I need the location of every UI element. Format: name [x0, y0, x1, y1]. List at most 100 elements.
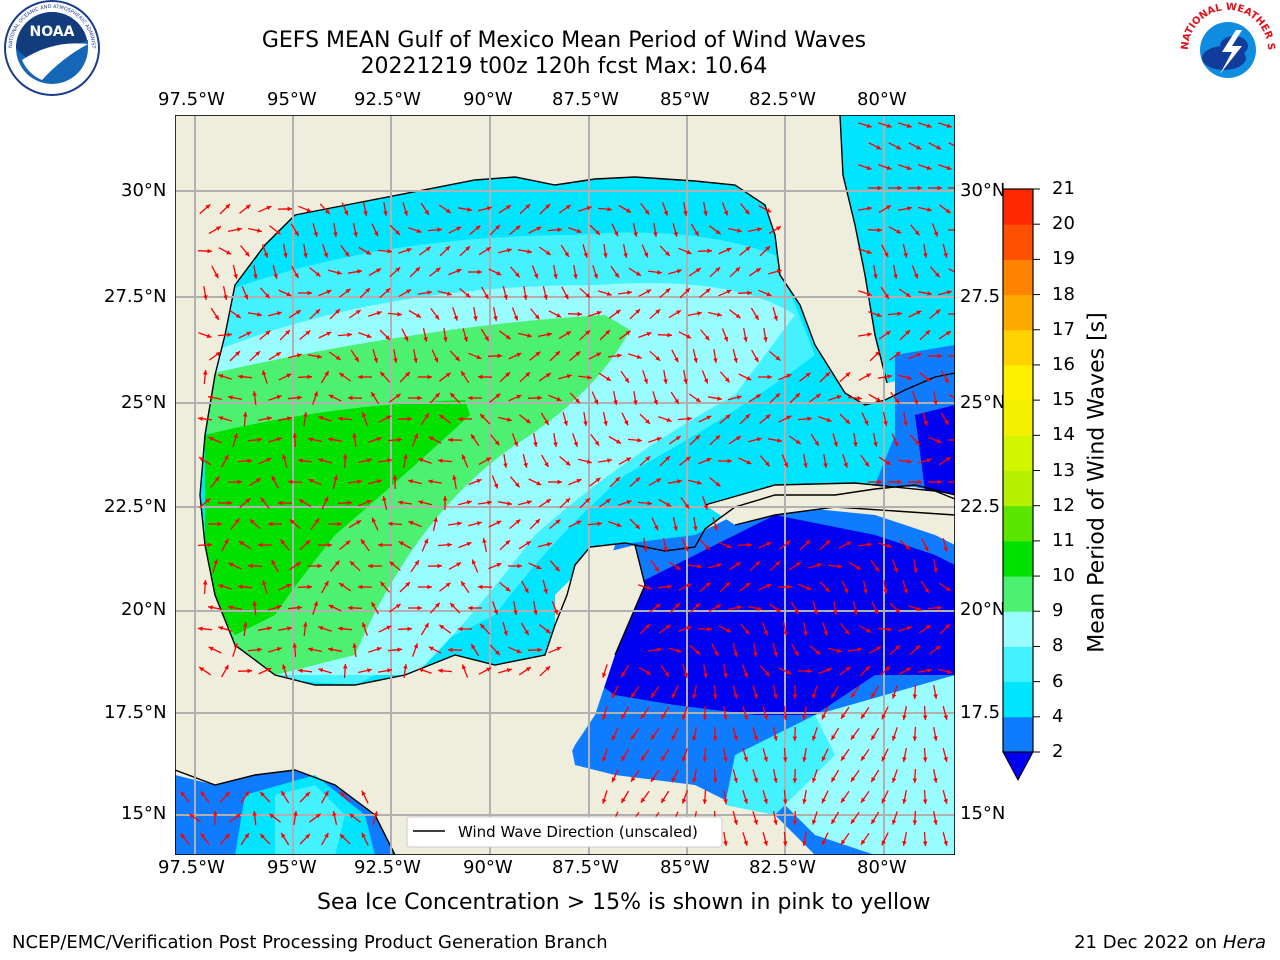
wind-wave-arrowhead — [665, 288, 671, 293]
lon-label-bottom-3: 90°W — [463, 857, 513, 878]
wind-wave-arrowhead — [850, 818, 856, 824]
wind-wave-arrowhead — [841, 839, 846, 845]
wind-wave-arrowhead — [405, 582, 410, 587]
wind-wave-arrowhead — [617, 353, 622, 358]
colorbar-band — [1003, 400, 1033, 436]
wind-wave-arrowhead — [380, 581, 385, 587]
wind-wave-arrowhead — [480, 414, 485, 419]
wind-wave-arrowhead — [199, 667, 205, 672]
wind-wave-arrowhead — [735, 562, 741, 567]
wind-wave-arrowhead — [213, 559, 218, 565]
wind-wave-arrowhead — [871, 777, 876, 782]
wind-wave-arrowhead — [303, 412, 308, 417]
wind-wave-arrowhead — [743, 714, 748, 720]
lat-label-left-2: 25°N — [121, 392, 167, 413]
wind-wave-arrowhead — [307, 374, 312, 380]
wind-wave-arrowhead — [765, 461, 770, 467]
wind-wave-arrowhead — [523, 462, 528, 468]
wind-wave-arrowhead — [723, 336, 728, 342]
wind-wave-arrowhead — [555, 566, 560, 572]
wind-wave-arrowhead — [526, 500, 532, 505]
wind-wave-arrowhead — [198, 626, 203, 631]
wind-wave-arrowhead — [564, 251, 569, 257]
wind-wave-arrowhead — [403, 454, 408, 459]
wind-wave-arrowhead — [458, 626, 463, 632]
wind-wave-arrowhead — [943, 714, 948, 720]
wind-wave-arrowhead — [806, 585, 812, 591]
wind-wave-arrowhead — [544, 420, 549, 425]
wind-wave-arrowhead — [626, 208, 632, 213]
lon-label-top-5: 85°W — [660, 89, 710, 110]
wind-wave-arrowhead — [442, 496, 448, 501]
wind-wave-arrowhead — [616, 439, 622, 444]
wind-wave-arrowhead — [325, 209, 330, 215]
wind-wave-arrowhead — [260, 833, 265, 839]
wind-wave-arrowhead — [773, 315, 778, 321]
wind-wave-arrowhead — [495, 393, 501, 399]
wind-wave-arrowhead — [902, 799, 907, 804]
wind-wave-arrowhead — [358, 374, 363, 380]
lon-label-bottom-4: 87.5°W — [552, 857, 619, 878]
wind-wave-arrowhead — [507, 501, 512, 506]
wind-wave-arrowhead — [366, 250, 372, 255]
wind-wave-arrowhead — [407, 626, 412, 632]
wind-wave-arrowhead — [403, 664, 408, 669]
wind-wave-arrowhead — [303, 622, 308, 627]
wind-wave-arrowhead — [713, 525, 718, 531]
wind-wave-arrowhead — [937, 479, 942, 485]
wind-wave-arrowhead — [238, 374, 243, 379]
wind-wave-arrowhead — [287, 416, 292, 421]
wind-wave-arrowhead — [664, 671, 669, 677]
wind-wave-arrowhead — [362, 622, 367, 628]
wind-wave-arrowhead — [248, 563, 253, 569]
wind-wave-arrowhead — [435, 392, 440, 398]
colorbar-band — [1003, 470, 1033, 507]
wind-wave-arrowhead — [594, 440, 600, 446]
wind-wave-arrowhead — [247, 668, 252, 674]
colorbar-band — [1003, 576, 1033, 612]
lat-label-left-5: 17.5°N — [104, 702, 167, 723]
wind-wave-arrowhead — [946, 165, 952, 170]
wind-wave-arrowhead — [260, 497, 266, 503]
wind-wave-arrowhead — [831, 735, 836, 740]
wind-wave-arrowhead — [224, 454, 229, 460]
wind-wave-arrowhead — [545, 373, 551, 378]
wind-wave-arrowhead — [424, 209, 429, 215]
wind-wave-arrowhead — [418, 458, 424, 463]
wind-wave-arrowhead — [354, 356, 359, 362]
wind-wave-arrowhead — [439, 414, 445, 420]
wind-wave-arrowhead — [807, 416, 812, 421]
wind-wave-arrowhead — [627, 290, 632, 295]
wind-wave-arrowhead — [298, 458, 303, 463]
wind-wave-arrowhead — [564, 294, 569, 300]
wind-wave-arrowhead — [671, 693, 676, 699]
wind-wave-arrowhead — [853, 610, 858, 615]
wind-wave-arrowhead — [844, 629, 850, 635]
wind-wave-arrowhead — [712, 736, 718, 741]
wind-wave-arrowhead — [927, 207, 932, 212]
wind-wave-arrowhead — [616, 522, 622, 527]
wind-wave-arrowhead — [367, 458, 372, 463]
wind-wave-arrowhead — [283, 253, 288, 258]
wind-wave-arrowhead — [557, 227, 562, 233]
wind-wave-arrowhead — [285, 330, 290, 335]
wind-wave-arrowhead — [812, 693, 817, 699]
wind-wave-arrowhead — [705, 582, 711, 588]
wind-wave-arrowhead — [362, 412, 367, 418]
wind-wave-arrowhead — [376, 311, 382, 316]
wind-wave-arrowhead — [841, 755, 846, 761]
wind-wave-arrowhead — [257, 312, 262, 317]
wind-wave-arrowhead — [536, 226, 542, 231]
wind-wave-arrowhead — [744, 629, 750, 635]
wind-wave-arrowhead — [695, 397, 701, 402]
wind-wave-arrowhead — [712, 778, 718, 783]
wind-wave-arrowhead — [894, 398, 900, 404]
wind-wave-arrowhead — [845, 666, 851, 672]
noaa-logo: NATIONAL OCEANIC AND ATMOSPHERIC ADMINIS… — [0, 0, 102, 100]
wind-wave-arrowhead — [563, 420, 568, 426]
wind-wave-arrowhead — [615, 477, 620, 482]
wind-wave-arrowhead — [273, 273, 278, 279]
wind-wave-arrowhead — [267, 626, 272, 631]
wind-wave-arrowhead — [276, 311, 282, 316]
lat-label-left-4: 20°N — [121, 599, 167, 620]
